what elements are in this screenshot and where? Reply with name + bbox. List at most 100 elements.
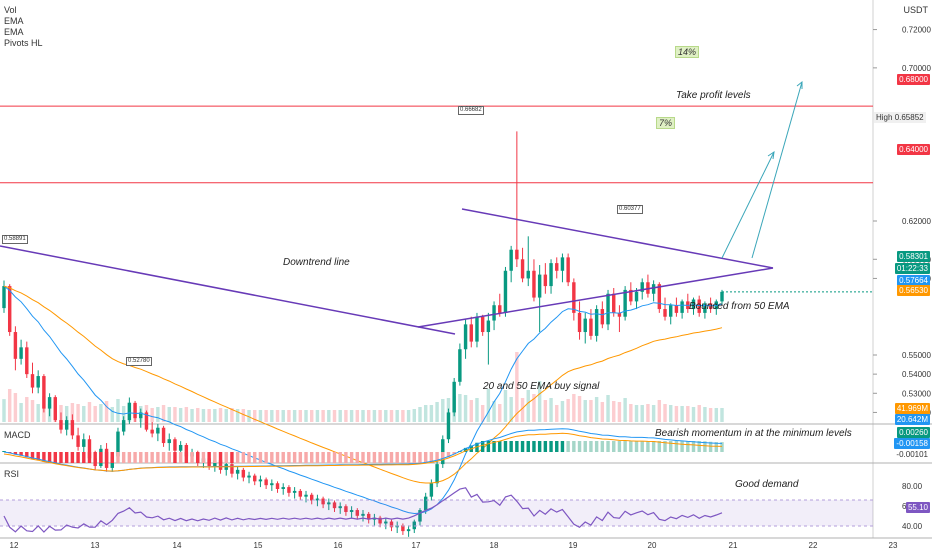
rsi-line	[3, 487, 723, 533]
candle-body	[281, 487, 285, 489]
volume-bar	[366, 410, 371, 422]
x-tick-label: 15	[254, 541, 263, 550]
macd-histogram-bar	[2, 451, 6, 452]
candle-body	[366, 513, 371, 520]
x-tick-label: 18	[490, 541, 499, 550]
candle-body	[327, 502, 331, 505]
volume-bar	[703, 407, 707, 422]
x-tick-label: 20	[648, 541, 657, 550]
candle-body	[355, 510, 360, 516]
volume-bar	[99, 404, 103, 422]
volume-bar	[355, 410, 360, 422]
volume-bar	[691, 407, 696, 422]
volume-bar	[492, 401, 496, 422]
candle-body	[503, 270, 508, 313]
volume-bar	[150, 408, 154, 422]
candle-body	[13, 332, 18, 359]
x-tick-label: 23	[889, 541, 898, 550]
candle-body	[178, 444, 183, 451]
candle-body	[458, 349, 462, 382]
volume-bar	[401, 410, 405, 422]
candle-body	[589, 318, 593, 336]
macd-histogram-bar	[577, 441, 582, 452]
candle-body	[59, 420, 63, 430]
volume-bar	[526, 390, 530, 422]
macd-histogram-bar	[526, 441, 530, 452]
volume-bar	[30, 400, 35, 422]
volume-bar	[167, 407, 171, 422]
candle-body	[121, 420, 126, 432]
candle-body	[401, 525, 405, 532]
rsi-pane-label: RSI	[4, 469, 20, 479]
macd-histogram-bar	[669, 441, 673, 452]
candle-body	[133, 402, 137, 419]
triangle-upper-line	[461, 208, 774, 269]
pivot-high-label: 0.58891	[2, 235, 28, 244]
volume-bar	[669, 405, 673, 422]
candle-body	[640, 282, 644, 292]
macd-histogram-bar	[218, 452, 223, 463]
legend-ema-20[interactable]: EMA	[4, 16, 24, 26]
candle-body	[315, 498, 320, 501]
candle-body	[532, 270, 536, 298]
volume-bar	[686, 406, 690, 422]
volume-bar	[378, 410, 382, 422]
candle-body	[475, 316, 479, 342]
candle-body	[406, 529, 411, 532]
legend-vol[interactable]: Vol	[4, 5, 17, 15]
candle-body	[349, 510, 354, 512]
volume-bar	[270, 410, 274, 422]
macd-histogram-bar	[281, 452, 285, 463]
pct-14-badge: 14%	[675, 46, 700, 58]
volume-bar	[555, 405, 559, 422]
volume-bar	[178, 408, 183, 422]
volume-bar	[184, 407, 189, 422]
macd-histogram-bar	[110, 452, 114, 463]
macd-histogram-bar	[121, 452, 126, 463]
candle-body	[583, 318, 587, 333]
macd-histogram-bar	[617, 441, 622, 452]
ema-20-line	[3, 285, 723, 515]
macd-histogram-bar	[566, 441, 570, 452]
candle-body	[70, 420, 75, 436]
macd-histogram-bar	[384, 452, 388, 463]
candle-body	[606, 293, 610, 325]
volume-bar	[612, 401, 616, 422]
rsi-tick-label: 40.00	[902, 522, 923, 531]
volume-bar	[406, 410, 411, 422]
candle-body	[87, 439, 92, 459]
macd-histogram-bar	[173, 452, 177, 463]
candle-body	[384, 521, 388, 524]
macd-histogram-bar	[418, 452, 422, 463]
candle-body	[549, 263, 553, 287]
downtrend-annotation: Downtrend line	[283, 257, 350, 268]
volume-bar	[327, 410, 331, 422]
legend-pivots[interactable]: Pivots HL	[4, 38, 43, 48]
macd-histogram-bar	[606, 441, 610, 452]
ema20-tag: 0.57664	[897, 275, 930, 286]
macd-histogram-bar	[543, 441, 548, 452]
volume-bar	[486, 389, 491, 422]
arrow-to-tp1-head	[796, 80, 803, 89]
volume-bar	[292, 410, 297, 422]
macd-histogram-bar	[492, 441, 496, 452]
candle-body	[509, 249, 513, 271]
candle-body	[332, 502, 337, 509]
candle-body	[241, 469, 246, 478]
countdown-tag: 01:22:33	[894, 263, 930, 274]
volume-bar	[480, 405, 485, 422]
indicator-legend: Vol EMA EMA Pivots HL	[4, 5, 43, 49]
macd-histogram-bar	[247, 452, 251, 463]
macd-histogram-bar	[315, 452, 320, 463]
legend-ema-50[interactable]: EMA	[4, 27, 24, 37]
downtrend-line	[0, 245, 456, 335]
candle-body	[446, 412, 451, 440]
candle-body	[634, 291, 639, 302]
macd-histogram-bar	[708, 441, 713, 452]
candle-body	[361, 513, 365, 516]
volume-bar	[646, 404, 650, 422]
candle-body	[247, 475, 251, 478]
macd-histogram-bar	[555, 441, 559, 452]
